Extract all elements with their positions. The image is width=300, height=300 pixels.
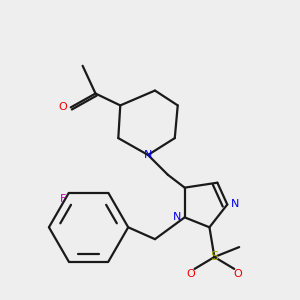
- Text: N: N: [172, 212, 181, 222]
- Text: O: O: [186, 269, 195, 279]
- Text: S: S: [210, 250, 218, 263]
- Text: N: N: [231, 200, 239, 209]
- Text: N: N: [144, 150, 152, 160]
- Text: O: O: [234, 269, 243, 279]
- Text: O: O: [58, 102, 67, 112]
- Text: F: F: [60, 194, 66, 204]
